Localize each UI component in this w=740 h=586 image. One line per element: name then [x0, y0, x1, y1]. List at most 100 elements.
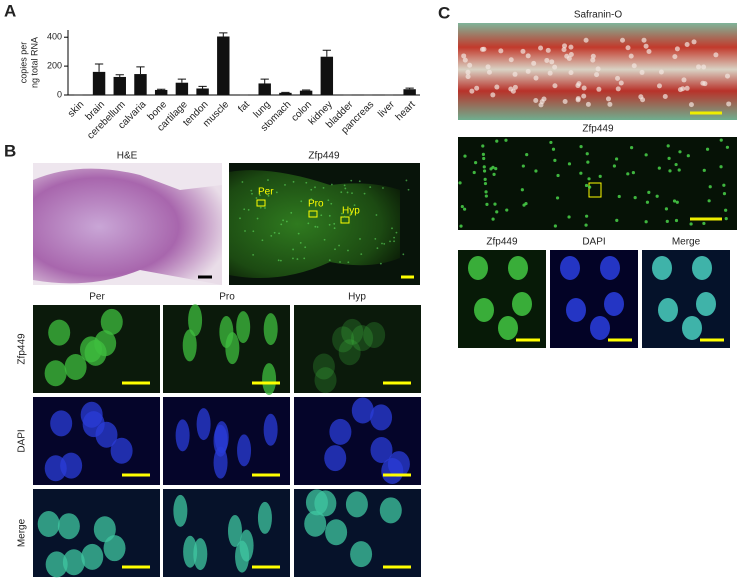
cell: [662, 93, 668, 99]
cell: [491, 217, 495, 221]
y-tick-label: 0: [57, 89, 62, 99]
cell: [484, 194, 488, 198]
column-label: Hyp: [348, 292, 366, 303]
cell: [495, 139, 499, 143]
cell: [462, 57, 468, 63]
nucleus: [312, 353, 335, 380]
cell: [617, 194, 621, 199]
cell: [389, 240, 391, 243]
image-title: Zfp449: [308, 151, 340, 162]
cell: [504, 138, 508, 142]
cell: [551, 147, 556, 151]
cell: [719, 138, 723, 142]
cell: [343, 184, 346, 187]
nucleus: [188, 304, 203, 337]
cell: [330, 202, 333, 205]
cell: [618, 80, 624, 86]
cell: [615, 218, 619, 223]
cell: [630, 145, 634, 150]
cell: [393, 236, 395, 239]
cell: [340, 191, 343, 194]
nucleus: [173, 494, 188, 527]
cell: [273, 231, 276, 234]
cell: [353, 204, 356, 207]
nucleus: [262, 363, 277, 396]
cell: [708, 185, 712, 189]
column-label: Merge: [672, 237, 701, 248]
error-bar: [219, 32, 228, 37]
cell: [482, 156, 486, 161]
region-label: Hyp: [342, 206, 360, 217]
cell: [688, 102, 694, 108]
cell: [310, 188, 313, 191]
cell: [647, 190, 651, 194]
y-tick-label: 200: [47, 60, 62, 70]
cell: [338, 244, 340, 247]
cell: [280, 223, 283, 226]
cell: [285, 220, 288, 223]
cell: [702, 221, 706, 226]
nucleus: [227, 515, 242, 548]
cell: [684, 41, 690, 47]
cell: [620, 37, 626, 43]
nucleus: [175, 419, 190, 452]
image-title: Safranin-O: [574, 10, 623, 21]
cell: [713, 52, 719, 58]
cell: [512, 71, 518, 77]
zfp-tissue: [229, 170, 400, 279]
cell: [498, 48, 504, 54]
cell: [553, 224, 557, 228]
cell: [643, 43, 649, 49]
cell: [379, 262, 382, 265]
cell: [701, 64, 707, 70]
bar: [113, 76, 126, 95]
bar: [175, 82, 189, 95]
row-label: Zfp449: [17, 333, 28, 365]
cell: [521, 164, 525, 168]
cell: [562, 43, 568, 49]
cell: [495, 210, 499, 214]
cell: [484, 190, 488, 194]
cell: [585, 214, 589, 218]
cell: [327, 199, 330, 202]
nucleus: [387, 451, 410, 478]
cell: [672, 199, 677, 203]
cell: [677, 168, 681, 172]
nucleus: [103, 535, 126, 562]
cell: [607, 101, 613, 107]
error-bar: [260, 78, 269, 84]
bar: [154, 89, 168, 95]
cell: [239, 217, 241, 220]
cell: [252, 253, 255, 256]
cell: [482, 165, 486, 169]
cell: [490, 92, 496, 98]
cell: [533, 75, 539, 81]
nucleus: [590, 316, 610, 340]
cell: [297, 232, 300, 235]
cell: [323, 238, 326, 241]
cell: [534, 169, 538, 173]
row-label: Merge: [17, 518, 28, 547]
cell: [508, 57, 514, 63]
nucleus: [351, 325, 374, 352]
cell: [347, 261, 350, 264]
cell: [547, 70, 553, 76]
nucleus: [263, 313, 278, 346]
cell: [700, 80, 706, 86]
error-bar: [157, 88, 166, 90]
cell: [674, 162, 678, 167]
nucleus: [370, 404, 393, 431]
cell: [344, 187, 347, 190]
cell: [644, 220, 648, 224]
cell: [555, 196, 560, 200]
cell: [259, 206, 262, 209]
cell: [674, 46, 680, 52]
bar: [279, 92, 292, 95]
x-tick-label: fat: [236, 99, 252, 115]
cell: [598, 174, 602, 178]
nucleus: [110, 437, 133, 464]
cell: [381, 242, 383, 245]
cell: [304, 246, 307, 249]
